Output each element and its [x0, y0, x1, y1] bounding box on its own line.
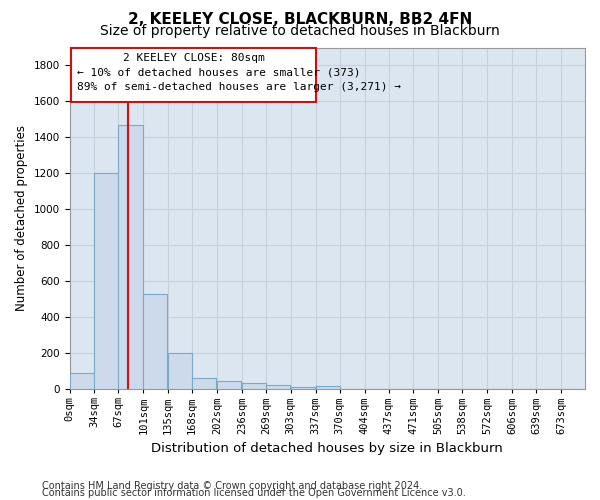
Text: Size of property relative to detached houses in Blackburn: Size of property relative to detached ho… [100, 24, 500, 38]
Bar [94, 174, 118, 389]
Bar [192, 378, 216, 389]
Text: 89% of semi-detached houses are larger (3,271) →: 89% of semi-detached houses are larger (… [77, 82, 401, 92]
Bar [118, 125, 143, 389]
Bar [316, 386, 340, 389]
Text: Contains HM Land Registry data © Crown copyright and database right 2024.: Contains HM Land Registry data © Crown c… [42, 481, 422, 491]
Bar [217, 381, 241, 389]
Text: 2 KEELEY CLOSE: 80sqm: 2 KEELEY CLOSE: 80sqm [123, 53, 265, 63]
X-axis label: Distribution of detached houses by size in Blackburn: Distribution of detached houses by size … [151, 442, 503, 455]
Text: 2, KEELEY CLOSE, BLACKBURN, BB2 4FN: 2, KEELEY CLOSE, BLACKBURN, BB2 4FN [128, 12, 472, 28]
Y-axis label: Number of detached properties: Number of detached properties [15, 126, 28, 312]
Text: ← 10% of detached houses are smaller (373): ← 10% of detached houses are smaller (37… [77, 68, 361, 78]
Bar [291, 386, 315, 389]
Bar [168, 354, 192, 389]
Bar [242, 383, 266, 389]
FancyBboxPatch shape [71, 48, 316, 102]
Text: Contains public sector information licensed under the Open Government Licence v3: Contains public sector information licen… [42, 488, 466, 498]
Bar [70, 373, 94, 389]
Bar [266, 384, 290, 389]
Bar [143, 294, 167, 389]
